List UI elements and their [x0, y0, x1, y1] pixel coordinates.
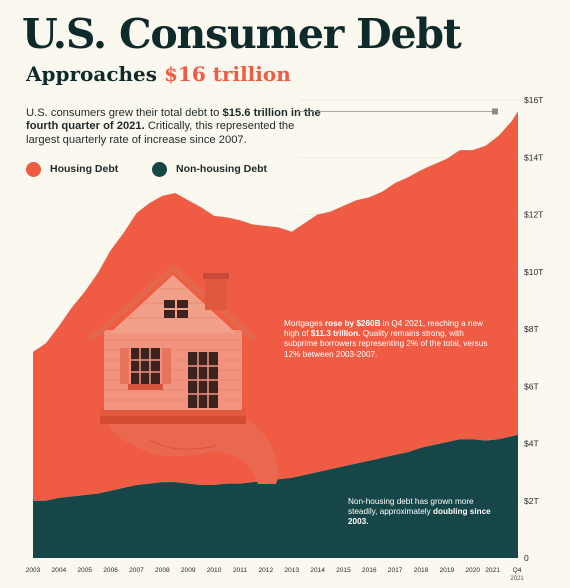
flower-box — [128, 384, 163, 390]
y-tick-label: $16T — [524, 95, 543, 105]
y-tick-label: $4T — [524, 439, 539, 449]
x-tick-label: 2021 — [485, 567, 500, 574]
legend-housing-label: Housing Debt — [50, 163, 119, 175]
x-tick-label: 2003 — [26, 567, 41, 574]
nonhousing-annotation: Non-housing debt has grown more steadily… — [348, 497, 498, 528]
mortgage-annotation: Mortgages rose by $260B in Q4 2021, reac… — [284, 319, 490, 360]
x-tick-label: 2012 — [258, 567, 273, 574]
x-tick-label: 2009 — [181, 567, 196, 574]
right-shutter — [162, 348, 171, 384]
y-tick-label: $8T — [524, 324, 539, 334]
legend-housing: Housing Debt — [26, 160, 118, 178]
x-tick-label-q4: Q4 — [513, 567, 522, 574]
left-shutter — [120, 348, 129, 384]
legend-nonhousing-swatch — [152, 161, 167, 177]
x-tick-label: 2010 — [207, 567, 222, 574]
nonhousing-note-bold-1: doubling since 2003. — [348, 507, 491, 527]
x-tick-label: 2011 — [233, 567, 248, 574]
front-window — [131, 348, 160, 384]
house-foundation-shadow — [100, 416, 246, 424]
house-chimney-cap — [203, 273, 229, 279]
legend-nonhousing-label: Non-housing Debt — [176, 163, 267, 175]
x-tick-label: 2015 — [336, 567, 351, 574]
x-tick-label: 2017 — [388, 567, 403, 574]
y-tick-label: 0 — [524, 553, 529, 563]
y-tick-label: $10T — [524, 267, 543, 277]
x-tick-label: 2006 — [103, 567, 118, 574]
intro-text-2: Critically, this represented the largest… — [26, 120, 295, 146]
x-tick-label: 2016 — [362, 567, 377, 574]
x-tick-label: 2007 — [129, 567, 144, 574]
y-tick-label: $14T — [524, 152, 543, 162]
y-tick-label: $6T — [524, 381, 539, 391]
subtitle-prefix: Approaches — [26, 62, 158, 86]
hand-shape — [108, 411, 279, 484]
x-tick-label: 2018 — [414, 567, 429, 574]
house-illustration — [88, 265, 279, 484]
x-tick-label: 2020 — [465, 567, 480, 574]
intro-text: U.S. consumers grew their total debt to … — [26, 107, 326, 147]
intro-bold-1: $15.6 trillion in the fourth quarter of … — [26, 107, 321, 133]
mortgage-note-text-2: in Q4 2021, reaching a new high of — [284, 319, 483, 339]
mortgage-note-bold-2: $11.3 trillion. — [310, 329, 361, 339]
x-axis-ticks: 2003 2004 2005 2006 2007 2008 2009 2010 2011 2012… — [26, 567, 525, 582]
mortgage-note-text-3: Quality remains strong, with subprime bo… — [284, 329, 488, 359]
x-tick-sub-label: 2021 — [510, 576, 524, 582]
x-tick-label: 2019 — [440, 567, 455, 574]
mortgage-note-text-1: Mortgages — [284, 319, 325, 328]
hand-crease — [149, 439, 217, 450]
front-window-grid — [131, 348, 160, 384]
house-chimney — [205, 276, 227, 310]
legend-nonhousing: Non-housing Debt — [152, 160, 267, 178]
front-door-panes — [188, 352, 218, 408]
intro-text-1: U.S. consumers grew their total debt to — [26, 107, 223, 119]
housing-debt-area — [33, 111, 518, 501]
y-tick-label: $12T — [524, 210, 543, 220]
nonhousing-debt-area — [33, 434, 518, 558]
nonhousing-note-text-1: Non-housing debt has grown more steadily… — [348, 497, 474, 517]
y-axis-ticks: $16T $14T $12T $10T $8T $6T $4T $2T 0 — [524, 95, 543, 563]
house-roof — [88, 265, 258, 343]
y-tick-label: $2T — [524, 496, 539, 506]
x-tick-label: 2014 — [310, 567, 325, 574]
x-tick-label: 2008 — [155, 567, 170, 574]
total-marker — [492, 108, 498, 115]
page-subtitle: Approaches $16 trillion — [26, 62, 291, 86]
x-tick-label: 2013 — [284, 567, 299, 574]
legend-housing-swatch — [26, 161, 41, 177]
page-title: U.S. Consumer Debt — [22, 10, 462, 58]
x-tick-label: 2004 — [52, 567, 67, 574]
mortgage-note-bold-1: rose by $260B — [324, 319, 381, 328]
subtitle-highlight: $16 trillion — [164, 62, 291, 86]
x-tick-label: 2005 — [77, 567, 92, 574]
